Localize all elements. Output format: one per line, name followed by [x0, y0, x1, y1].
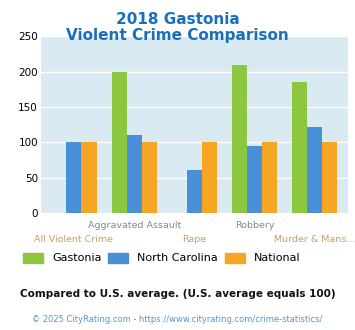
Text: All Violent Crime: All Violent Crime	[34, 235, 114, 244]
Text: 2018 Gastonia: 2018 Gastonia	[116, 12, 239, 26]
Text: Aggravated Assault: Aggravated Assault	[88, 221, 181, 230]
Text: Murder & Mans...: Murder & Mans...	[274, 235, 355, 244]
Bar	[247, 146, 262, 213]
Bar	[232, 65, 247, 213]
Bar	[322, 142, 337, 213]
Bar	[307, 127, 322, 213]
Bar	[262, 142, 277, 213]
Bar	[111, 72, 127, 213]
Bar	[81, 142, 97, 213]
Text: Violent Crime Comparison: Violent Crime Comparison	[66, 28, 289, 43]
Bar	[292, 82, 307, 213]
Text: Rape: Rape	[182, 235, 206, 244]
Text: © 2025 CityRating.com - https://www.cityrating.com/crime-statistics/: © 2025 CityRating.com - https://www.city…	[32, 315, 323, 324]
Bar	[127, 135, 142, 213]
Text: Compared to U.S. average. (U.S. average equals 100): Compared to U.S. average. (U.S. average …	[20, 289, 335, 299]
Text: Robbery: Robbery	[235, 221, 274, 230]
Bar	[66, 142, 81, 213]
Bar	[187, 171, 202, 213]
Bar	[202, 142, 217, 213]
Bar	[142, 142, 157, 213]
Legend: Gastonia, North Carolina, National: Gastonia, North Carolina, National	[23, 253, 300, 263]
